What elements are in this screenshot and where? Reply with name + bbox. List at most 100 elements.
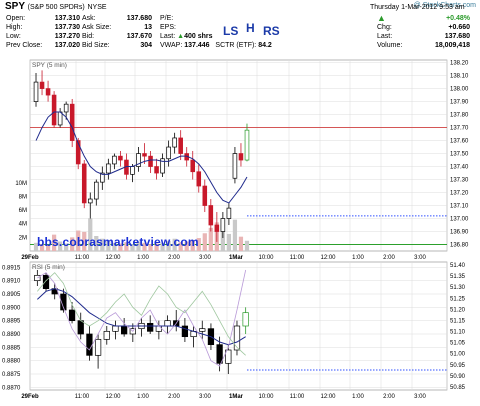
y-tick-label-left: 0.8890 [2, 332, 21, 338]
chg-label: Chg: [377, 24, 392, 31]
exchange: NYSE [87, 4, 107, 11]
y-tick-label: 138.00 [450, 87, 469, 93]
high-label: High: [6, 24, 23, 31]
candle-body [178, 137, 183, 154]
volume-bar [51, 234, 57, 251]
y-tick-label-right: 50.90 [450, 374, 466, 380]
candle-body [94, 181, 99, 200]
volume-tick-label: 6M [19, 208, 27, 214]
candle-body [148, 155, 153, 167]
y-tick-label-left: 0.8880 [2, 359, 21, 365]
y-tick-label-right: 51.30 [450, 285, 466, 291]
y-tick-label: 137.30 [450, 178, 469, 184]
chg-value: +0.660 [448, 24, 470, 31]
volume-bar [112, 242, 117, 251]
candle-body [220, 218, 226, 232]
pct-change-value: +0.48% [446, 15, 470, 22]
candle-body [166, 146, 171, 160]
candle-body [181, 325, 189, 338]
volume-bar [88, 218, 93, 251]
y-tick-label-left: 0.8870 [2, 385, 21, 391]
candle-body [196, 171, 202, 187]
sctr-label: SCTR (ETF): [215, 42, 257, 49]
candle-body [199, 328, 206, 332]
y-tick-label-left: 0.8905 [2, 292, 21, 298]
candle-body [225, 349, 232, 364]
volume-bar [106, 240, 111, 251]
candle-body [214, 224, 220, 232]
y-tick-label-left: 0.8900 [2, 305, 21, 311]
vwap-value: 137.446 [184, 42, 210, 49]
x-tick-label: 12:00 [320, 394, 336, 400]
bidsize-value: 304 [140, 42, 152, 49]
y-tick-label-right: 51.20 [450, 307, 466, 313]
rs-annotation: RS [263, 24, 280, 38]
moving-average-line [35, 111, 248, 204]
volume-bar [142, 242, 147, 251]
x-tick-label: 3:00 [199, 394, 211, 400]
candle-body [242, 312, 249, 327]
candle-body [155, 325, 162, 332]
quote-labels-col1: Open: High: Low: Prev Close: [6, 14, 42, 50]
volume-tick-label: 10M [15, 181, 27, 187]
x-tick-label: 1:00 [352, 394, 364, 400]
prevclose-value: 137.020 [54, 42, 80, 49]
quote-labels-col4: ▲ Chg: Last: Volume: [377, 14, 402, 50]
volume-label: Volume: [377, 42, 403, 49]
candle-body [216, 344, 223, 364]
y-tick-label-right: 50.85 [450, 385, 466, 391]
volume-bar [244, 240, 250, 251]
candle-body [63, 103, 69, 113]
low-value: 137.270 [54, 33, 80, 40]
x-tick-label: 2:00 [383, 394, 395, 400]
y-tick-label-right: 51.35 [450, 274, 466, 280]
candle-body [226, 207, 232, 219]
y-tick-label-left: 0.8895 [2, 319, 21, 325]
volume-bar [160, 242, 165, 251]
bid-label: Bid: [82, 33, 95, 40]
volume-bar [82, 231, 87, 251]
volume-bar [58, 241, 63, 251]
y-tick-label-left: 0.8915 [2, 265, 21, 271]
high-value: 137.730 [54, 24, 80, 31]
candle-body [45, 88, 51, 96]
candle-body [233, 325, 241, 351]
y-tick-label-right: 51.10 [450, 330, 466, 336]
sctr-value: 84.2 [258, 42, 272, 49]
candle-body [130, 166, 135, 175]
pe-label: P/E: [160, 15, 174, 22]
candle-body [121, 325, 128, 335]
candle-body [160, 158, 165, 174]
y-tick-label: 136.90 [450, 230, 469, 236]
low-label: Low: [6, 33, 21, 40]
candle-body [106, 163, 111, 174]
candle-body [69, 103, 75, 141]
candle-body [244, 129, 250, 161]
y-tick-label: 137.40 [450, 165, 469, 171]
x-tick-label: 11:00 [290, 255, 305, 261]
x-tick-label: 29Feb [21, 255, 39, 261]
volume-bar [130, 244, 135, 251]
y-tick-label: 136.80 [450, 243, 469, 249]
prevclose-label: Prev Close: [6, 42, 43, 49]
bidsize-label: Bid Size: [82, 42, 110, 49]
volume-bar [166, 240, 171, 251]
volume-bar [124, 242, 129, 251]
volume-bar [208, 227, 213, 251]
volume-bar [33, 242, 39, 251]
asksize-value: 13 [144, 24, 152, 31]
last-value: 137.680 [444, 33, 470, 40]
candle-body [136, 153, 141, 167]
x-tick-label: 10:00 [258, 394, 274, 400]
volume-bar [184, 241, 189, 251]
volume-bar [202, 233, 207, 251]
y-tick-label-right: 51.00 [450, 352, 466, 358]
y-tick-label: 138.20 [450, 61, 469, 67]
candle-body [172, 137, 177, 148]
candle-body [33, 81, 39, 102]
y-tick-label: 137.90 [450, 100, 469, 106]
open-label: Open: [6, 15, 26, 22]
volume-value: 18,009,418 [434, 42, 470, 49]
y-tick-label-left: 0.8885 [2, 345, 21, 351]
quote-labels-col3: P/E: EPS: Last: ▲400 shrs VWAP: 137.446 … [160, 14, 272, 50]
